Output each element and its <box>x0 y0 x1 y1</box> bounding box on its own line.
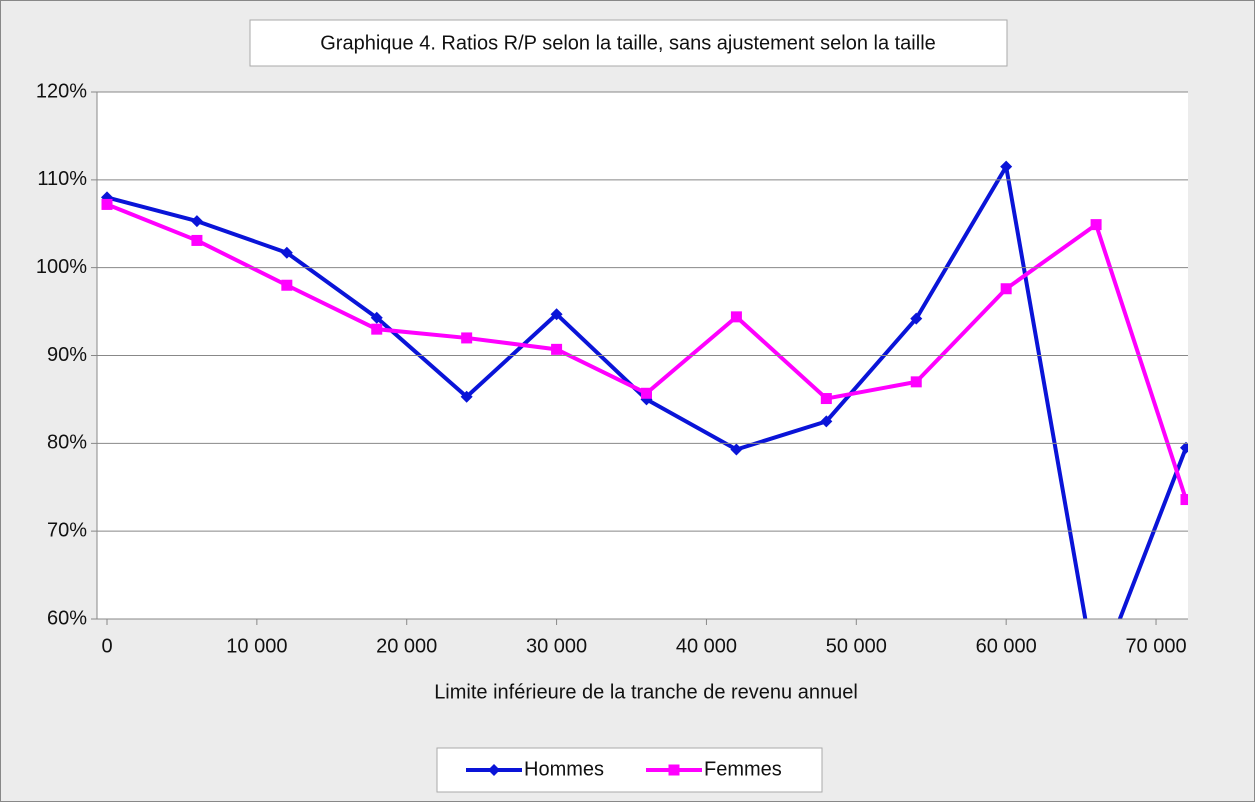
marker <box>281 279 293 291</box>
marker <box>730 443 743 456</box>
marker <box>820 393 832 405</box>
marker <box>190 215 203 228</box>
marker <box>910 376 922 388</box>
marker <box>370 311 383 324</box>
marker <box>910 312 923 325</box>
marker <box>641 387 652 399</box>
legend-marker <box>668 764 680 776</box>
marker <box>820 415 833 428</box>
y-tick-label: 80% <box>47 432 87 454</box>
x-tick-label: 50 000 <box>826 635 887 657</box>
y-tick-label: 120% <box>36 80 87 102</box>
marker <box>371 323 383 335</box>
marker <box>1180 494 1188 506</box>
y-tick-label: 110% <box>37 168 87 190</box>
marker <box>460 390 473 403</box>
legend-label: Femmes <box>704 758 782 780</box>
marker <box>1090 219 1102 231</box>
marker <box>1000 283 1012 295</box>
marker <box>551 343 563 355</box>
title-box <box>249 19 1008 67</box>
marker <box>1180 441 1188 454</box>
marker <box>1000 160 1013 173</box>
x-tick-label: 60 000 <box>976 635 1037 657</box>
x-tick-label: 10 000 <box>226 635 287 657</box>
x-tick-label: 30 000 <box>526 635 587 657</box>
plot <box>101 160 1188 619</box>
x-axis-label: Limite inférieure de la tranche de reven… <box>434 681 858 703</box>
x-tick-label: 40 000 <box>676 635 737 657</box>
marker <box>280 246 293 259</box>
y-tick-label: 60% <box>47 607 87 629</box>
y-tick-label: 70% <box>47 519 87 541</box>
y-tick-label: 100% <box>36 256 87 278</box>
marker <box>730 311 742 323</box>
marker <box>191 234 203 246</box>
y-tick-label: 90% <box>47 344 87 366</box>
legend-label: Hommes <box>524 758 604 780</box>
x-tick-label: 0 <box>101 635 112 657</box>
x-tick-label: 70 000 <box>1125 635 1186 657</box>
marker <box>461 332 473 344</box>
marker <box>101 198 113 210</box>
chart-title: Graphique 4. Ratios R/P selon la taille,… <box>320 32 936 54</box>
x-tick-label: 20 000 <box>376 635 437 657</box>
marker <box>550 308 563 321</box>
legend-marker <box>488 764 500 776</box>
